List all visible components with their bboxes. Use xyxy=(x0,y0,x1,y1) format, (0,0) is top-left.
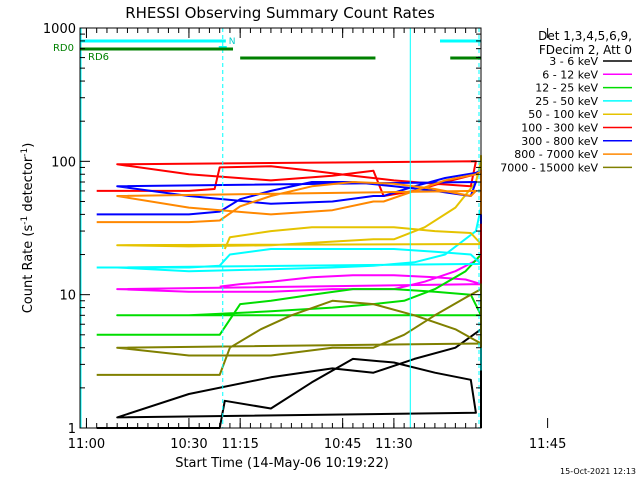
y-tick-label: 100 xyxy=(51,155,76,170)
y-tick-label: 1 xyxy=(68,422,76,437)
x-tick-label: 10:45 xyxy=(324,437,361,452)
x-tick-label: 11:00 xyxy=(68,437,105,452)
y-tick-label: 10 xyxy=(59,289,76,304)
x-tick-label: 11:45 xyxy=(529,437,566,452)
y-tick-label: 1000 xyxy=(43,22,76,37)
series-layer xyxy=(96,154,482,429)
x-tick-label: 11:30 xyxy=(375,437,412,452)
legend-label: 12 - 25 keV xyxy=(535,82,598,95)
night-label: N xyxy=(229,37,236,47)
annotation-layer: N RD0 RD6 xyxy=(53,28,481,428)
series-line-1 xyxy=(116,248,482,308)
legend: Det 1,3,4,5,6,9, FDecim 2, Att 0 3 - 6 k… xyxy=(500,29,632,174)
y-axis-label: Count Rate (s-1 detector-1) xyxy=(20,143,36,314)
rd6-label: RD6 xyxy=(88,52,109,63)
y-label-mid: detector xyxy=(21,156,36,216)
legend-label: 3 - 6 keV xyxy=(549,55,598,68)
legend-header-line-2: FDecim 2, Att 0 xyxy=(539,43,632,57)
legend-header-line-1: Det 1,3,4,5,6,9, xyxy=(538,29,632,43)
rd0-label: RD0 xyxy=(53,43,74,54)
y-label-exp2: -1 xyxy=(20,148,30,157)
x-tick-label: 11:15 xyxy=(221,437,258,452)
legend-label: 300 - 800 keV xyxy=(521,135,598,148)
legend-label: 100 - 300 keV xyxy=(521,122,598,135)
x-tick-label: 10:30 xyxy=(170,437,207,452)
timestamp: 15-Oct-2021 12:13 xyxy=(560,467,636,476)
legend-label: 25 - 50 keV xyxy=(535,95,598,108)
chart-title: RHESSI Observing Summary Count Rates xyxy=(125,4,435,22)
x-ticks: 10:30 10:45 11:00 11:15 11:30 11:45 xyxy=(68,28,566,452)
legend-label: 800 - 7000 keV xyxy=(514,148,598,161)
plot-frame xyxy=(79,27,482,429)
legend-label: 7000 - 15000 keV xyxy=(500,161,598,174)
y-label-exp1: -1 xyxy=(20,216,30,225)
series-line-0 xyxy=(96,306,482,429)
legend-label: 50 - 100 keV xyxy=(528,108,598,121)
y-label-suffix: ) xyxy=(21,143,36,148)
x-axis-label: Start Time (14-May-06 10:19:22) xyxy=(175,456,389,471)
legend-label: 6 - 12 keV xyxy=(542,68,598,81)
y-label-prefix: Count Rate (s xyxy=(21,225,36,314)
y-ticks: 1 10 100 1000 xyxy=(43,22,481,437)
